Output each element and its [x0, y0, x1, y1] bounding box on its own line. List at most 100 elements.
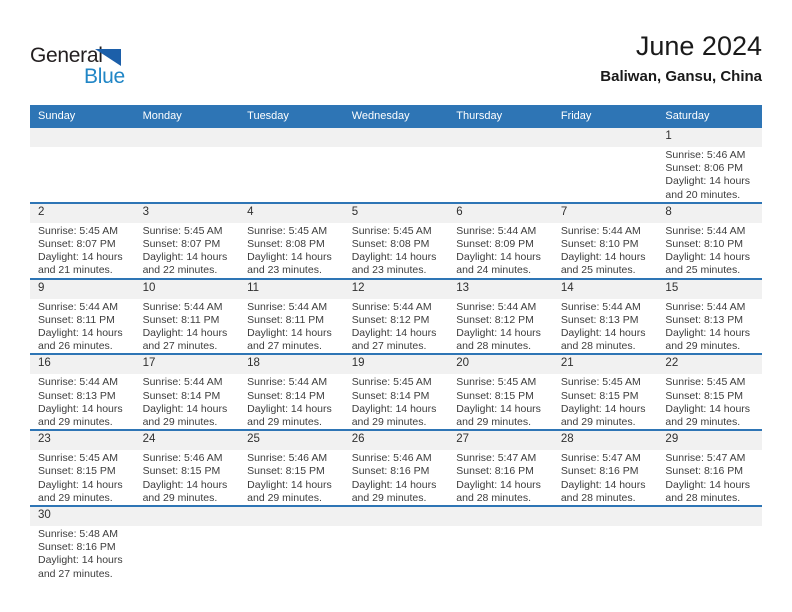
- day-detail-line: Sunrise: 5:44 AM: [142, 300, 223, 313]
- day-detail-line: Daylight: 14 hours: [142, 402, 228, 415]
- empty-day-cell: [657, 526, 762, 612]
- day-cell-11: Sunrise: 5:44 AM Sunset: 8:11 PM Daylight:…: [239, 299, 344, 354]
- day-detail-line: and 27 minutes.: [247, 340, 322, 353]
- empty-day-cell: [30, 147, 135, 202]
- day-detail-line: Sunset: 8:13 PM: [38, 389, 116, 402]
- day-detail-line: Sunset: 8:08 PM: [351, 238, 430, 251]
- day-detail-line: Daylight: 14 hours: [38, 402, 123, 415]
- day-detail-line: Daylight: 14 hours: [142, 251, 228, 264]
- day-detail-line: Sunset: 8:11 PM: [38, 313, 115, 326]
- day-detail-line: Sunrise: 5:44 AM: [38, 376, 118, 389]
- day-detail-line: Daylight: 14 hours: [38, 251, 123, 264]
- day-number-5: 5: [351, 205, 359, 218]
- empty-day-cell: [239, 526, 344, 612]
- empty-day-number: [657, 507, 762, 526]
- day-number-30: 30: [38, 509, 51, 522]
- day-cell-30: Sunrise: 5:48 AM Sunset: 8:16 PM Daylight:…: [30, 526, 135, 612]
- day-number-band: 2 3 4 5 6 7 8: [30, 203, 762, 223]
- day-detail-line: and 23 minutes.: [351, 264, 427, 277]
- day-cell-3: Sunrise: 5:45 AM Sunset: 8:07 PM Daylight:…: [135, 223, 240, 278]
- day-detail-line: and 25 minutes.: [560, 264, 636, 277]
- empty-day-cell: [448, 147, 553, 202]
- week-row-3: 9 10 11 12 13 14 15 Sunrise: 5:44 AM Sunset: 8:1…: [30, 277, 762, 354]
- title-block: June 2024 Baliwan, Gansu, China: [600, 30, 762, 105]
- empty-day-number: [344, 507, 449, 526]
- day-cell-19: Sunrise: 5:45 AM Sunset: 8:14 PM Daylight:…: [344, 374, 449, 429]
- day-detail-line: Sunrise: 5:44 AM: [456, 224, 537, 237]
- day-number-band: 16 17 18 19 20 21 22: [30, 355, 762, 375]
- day-details-row: Sunrise: 5:48 AM Sunset: 8:16 PM Daylight:…: [30, 526, 762, 612]
- day-cell-17: Sunrise: 5:44 AM Sunset: 8:14 PM Daylight:…: [135, 374, 240, 429]
- day-detail-line: and 29 minutes.: [456, 416, 531, 429]
- weekday-header-friday: Friday: [560, 109, 592, 122]
- day-number-4: 4: [247, 205, 254, 218]
- weekday-header-monday: Monday: [142, 109, 182, 122]
- day-detail-line: Sunrise: 5:45 AM: [456, 376, 537, 389]
- day-number-band: 9 10 11 12 13 14 15: [30, 279, 762, 299]
- empty-day-number: [239, 507, 344, 526]
- day-detail-line: and 28 minutes.: [456, 491, 531, 504]
- day-details-row: Sunrise: 5:44 AM Sunset: 8:11 PM Daylight:…: [30, 298, 762, 354]
- day-detail-line: and 29 minutes.: [665, 340, 741, 353]
- day-details-row: Sunrise: 5:45 AM Sunset: 8:07 PM Daylight:…: [30, 222, 762, 278]
- day-cell-12: Sunrise: 5:44 AM Sunset: 8:12 PM Daylight:…: [344, 299, 449, 354]
- day-detail-line: Sunset: 8:13 PM: [560, 313, 639, 326]
- day-number-14: 14: [560, 281, 574, 294]
- day-number-25: 25: [247, 433, 260, 446]
- day-detail-line: and 29 minutes.: [351, 491, 427, 504]
- day-detail-line: Sunset: 8:16 PM: [665, 465, 744, 478]
- day-detail-line: Sunrise: 5:44 AM: [351, 300, 432, 313]
- day-number-22: 22: [665, 357, 679, 370]
- day-detail-line: Sunset: 8:16 PM: [351, 465, 430, 478]
- day-cell-9: Sunrise: 5:44 AM Sunset: 8:11 PM Daylight:…: [30, 299, 135, 354]
- day-detail-line: Daylight: 14 hours: [665, 402, 751, 415]
- day-detail-line: Sunset: 8:14 PM: [142, 389, 221, 402]
- day-detail-line: Sunrise: 5:44 AM: [456, 300, 537, 313]
- day-detail-line: Daylight: 14 hours: [560, 402, 646, 415]
- day-detail-line: Daylight: 14 hours: [247, 327, 332, 340]
- day-cell-13: Sunrise: 5:44 AM Sunset: 8:12 PM Daylight:…: [448, 299, 553, 354]
- empty-day-number: [553, 128, 658, 147]
- day-detail-line: and 28 minutes.: [665, 491, 741, 504]
- day-detail-line: Sunrise: 5:44 AM: [38, 300, 118, 313]
- day-cell-25: Sunrise: 5:46 AM Sunset: 8:15 PM Daylight:…: [239, 450, 344, 505]
- weekday-header-saturday: Saturday: [665, 109, 710, 122]
- day-cell-23: Sunrise: 5:45 AM Sunset: 8:15 PM Daylight:…: [30, 450, 135, 505]
- empty-day-number: [135, 507, 240, 526]
- day-detail-line: Sunrise: 5:44 AM: [142, 376, 223, 389]
- empty-day-number: [448, 128, 553, 147]
- day-detail-line: Sunset: 8:08 PM: [247, 238, 325, 251]
- day-number-23: 23: [38, 433, 51, 446]
- day-number-2: 2: [38, 205, 45, 218]
- day-number-24: 24: [142, 433, 156, 446]
- day-number-13: 13: [456, 281, 470, 294]
- day-detail-line: Sunrise: 5:44 AM: [560, 224, 641, 237]
- day-number-1: 1: [665, 130, 672, 142]
- day-number-7: 7: [560, 205, 568, 218]
- day-detail-line: Daylight: 14 hours: [351, 478, 437, 491]
- day-detail-line: Daylight: 14 hours: [560, 478, 646, 491]
- day-detail-line: and 28 minutes.: [456, 340, 531, 353]
- location-subtitle: Baliwan, Gansu, China: [600, 68, 762, 85]
- day-detail-line: and 21 minutes.: [38, 264, 113, 277]
- day-detail-line: and 28 minutes.: [560, 340, 636, 353]
- day-cell-20: Sunrise: 5:45 AM Sunset: 8:15 PM Daylight:…: [448, 374, 553, 429]
- day-number-26: 26: [351, 433, 365, 446]
- day-number-10: 10: [142, 281, 156, 294]
- day-number-17: 17: [142, 357, 156, 370]
- week-row-5: 23 24 25 26 27 28 29 Sunrise: 5:45 AM Sunset: 8:…: [30, 429, 762, 506]
- day-detail-line: and 24 minutes.: [456, 264, 531, 277]
- day-number-28: 28: [560, 433, 574, 446]
- day-detail-line: and 29 minutes.: [38, 416, 113, 429]
- day-cell-14: Sunrise: 5:44 AM Sunset: 8:13 PM Daylight:…: [553, 299, 658, 354]
- day-detail-line: Daylight: 14 hours: [665, 327, 751, 340]
- day-number-band: 1: [30, 128, 762, 147]
- day-number-29: 29: [665, 433, 679, 446]
- day-number-band: 23 24 25 26 27 28 29: [30, 431, 762, 451]
- empty-day-cell: [135, 526, 240, 612]
- empty-day-number: [553, 507, 658, 526]
- day-detail-line: and 29 minutes.: [38, 491, 113, 504]
- day-details-row: Sunrise: 5:45 AM Sunset: 8:15 PM Daylight:…: [30, 450, 762, 506]
- day-details-row: Sunrise: 5:44 AM Sunset: 8:13 PM Daylight:…: [30, 374, 762, 430]
- day-detail-line: and 20 minutes.: [665, 188, 741, 201]
